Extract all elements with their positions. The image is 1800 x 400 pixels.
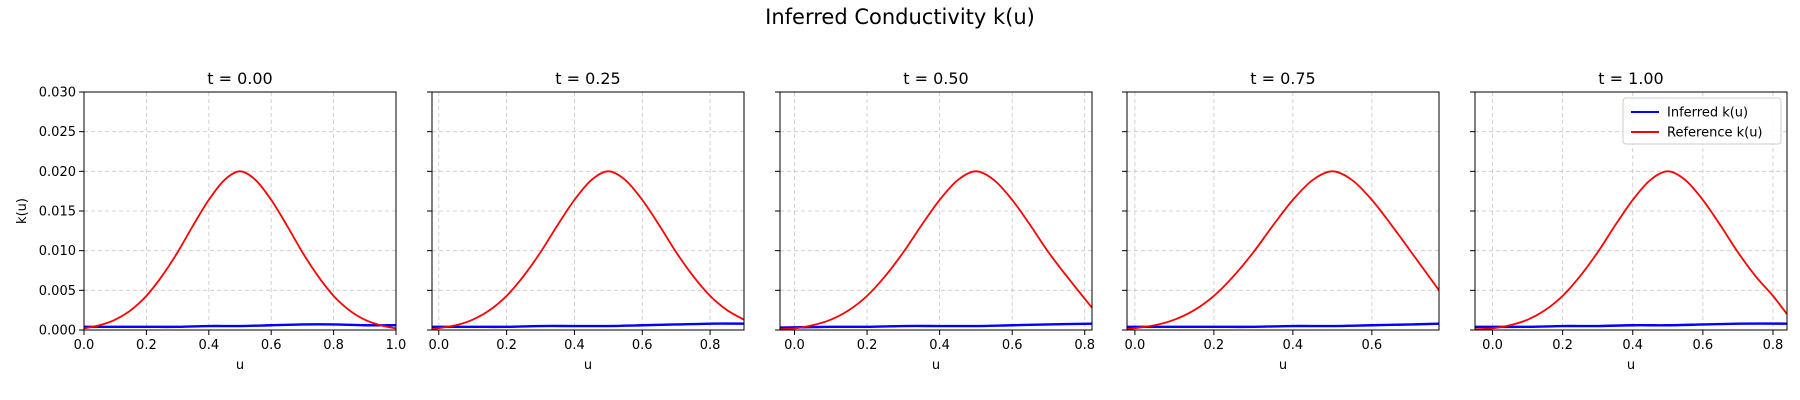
x-tick-label: 0.4 [564, 338, 585, 353]
x-tick-label: 0.4 [1622, 338, 1643, 353]
x-tick-label: 1.0 [386, 338, 407, 353]
figure-title: Inferred Conductivity k(u) [765, 5, 1035, 29]
inferred-line [432, 322, 744, 329]
x-tick-label: 0.8 [323, 338, 344, 353]
x-tick-label: 0.8 [1763, 338, 1784, 353]
legend-box [1622, 97, 1782, 145]
subplot-2: 0.0 0.2 0.4 0.6 0.8 t = 0.50 u [775, 69, 1095, 373]
y-tick-label: 0.025 [39, 125, 76, 140]
subplot-1: 0.0 0.2 0.4 0.6 0.8 t = 0.25 u [427, 69, 745, 373]
subplot-title: t = 0.75 [1250, 69, 1315, 88]
subplot-title: t = 1.00 [1598, 69, 1663, 88]
x-tick-label: 0.4 [1283, 338, 1304, 353]
inferred-line [1127, 322, 1439, 329]
x-tick-label: 0.0 [784, 338, 805, 353]
reference-line [1127, 170, 1439, 330]
reference-line [84, 170, 396, 330]
reference-line [432, 170, 744, 330]
subplot-3: 0.0 0.2 0.4 0.6 t = 0.75 u [1122, 69, 1440, 373]
y-tick-label: 0.030 [39, 86, 76, 101]
x-axis-label: u [1279, 358, 1287, 373]
subplot-0: 0.0 0.2 0.4 0.6 0.8 1.0 0.000 0.005 0.010 0.015 0.… [15, 69, 406, 373]
x-tick-label: 0.0 [1125, 338, 1146, 353]
x-tick-label: 0.2 [1552, 338, 1573, 353]
y-tick-label: 0.000 [39, 324, 76, 339]
x-tick-label: 0.2 [136, 338, 157, 353]
y-tick-label: 0.005 [39, 284, 76, 299]
x-tick-label: 0.0 [74, 338, 95, 353]
x-tick-label: 0.6 [1002, 338, 1023, 353]
legend: Inferred k(u) Reference k(u) [1622, 97, 1782, 145]
inferred-line [780, 322, 1092, 329]
x-tick-label: 0.4 [198, 338, 219, 353]
x-tick-label: 0.8 [1074, 338, 1095, 353]
y-tick-label: 0.010 [39, 244, 76, 259]
subplot-title: t = 0.00 [207, 69, 272, 88]
subplots: 0.0 0.2 0.4 0.6 0.8 1.0 0.000 0.005 0.010 0.015 0.… [15, 69, 1788, 373]
x-axis-label: u [236, 358, 244, 373]
y-axis-label: k(u) [15, 198, 30, 224]
x-tick-label: 0.0 [1482, 338, 1503, 353]
x-tick-label: 0.8 [700, 338, 721, 353]
y-tick-label: 0.015 [39, 205, 76, 220]
x-tick-label: 0.6 [1693, 338, 1714, 353]
inferred-line [84, 323, 396, 329]
x-tick-label: 0.2 [857, 338, 878, 353]
x-tick-label: 0.0 [428, 338, 449, 353]
x-tick-label: 0.6 [632, 338, 653, 353]
reference-line [780, 170, 1092, 330]
inferred-line [1475, 322, 1787, 329]
x-tick-label: 0.6 [1362, 338, 1383, 353]
x-tick-label: 0.6 [261, 338, 282, 353]
legend-label: Inferred k(u) [1667, 106, 1748, 121]
x-tick-label: 0.4 [929, 338, 950, 353]
reference-line [1475, 170, 1787, 330]
y-tick-label: 0.020 [39, 165, 76, 180]
legend-label: Reference k(u) [1667, 126, 1763, 141]
subplot-4: 0.0 0.2 0.4 0.6 0.8 t = 1.00 u Inferred k(u) Ref… [1470, 69, 1788, 373]
x-axis-label: u [932, 358, 940, 373]
x-axis-label: u [1627, 358, 1635, 373]
subplot-title: t = 0.25 [555, 69, 620, 88]
x-tick-label: 0.2 [1204, 338, 1225, 353]
x-axis-label: u [584, 358, 592, 373]
subplot-title: t = 0.50 [903, 69, 968, 88]
x-tick-label: 0.2 [496, 338, 517, 353]
